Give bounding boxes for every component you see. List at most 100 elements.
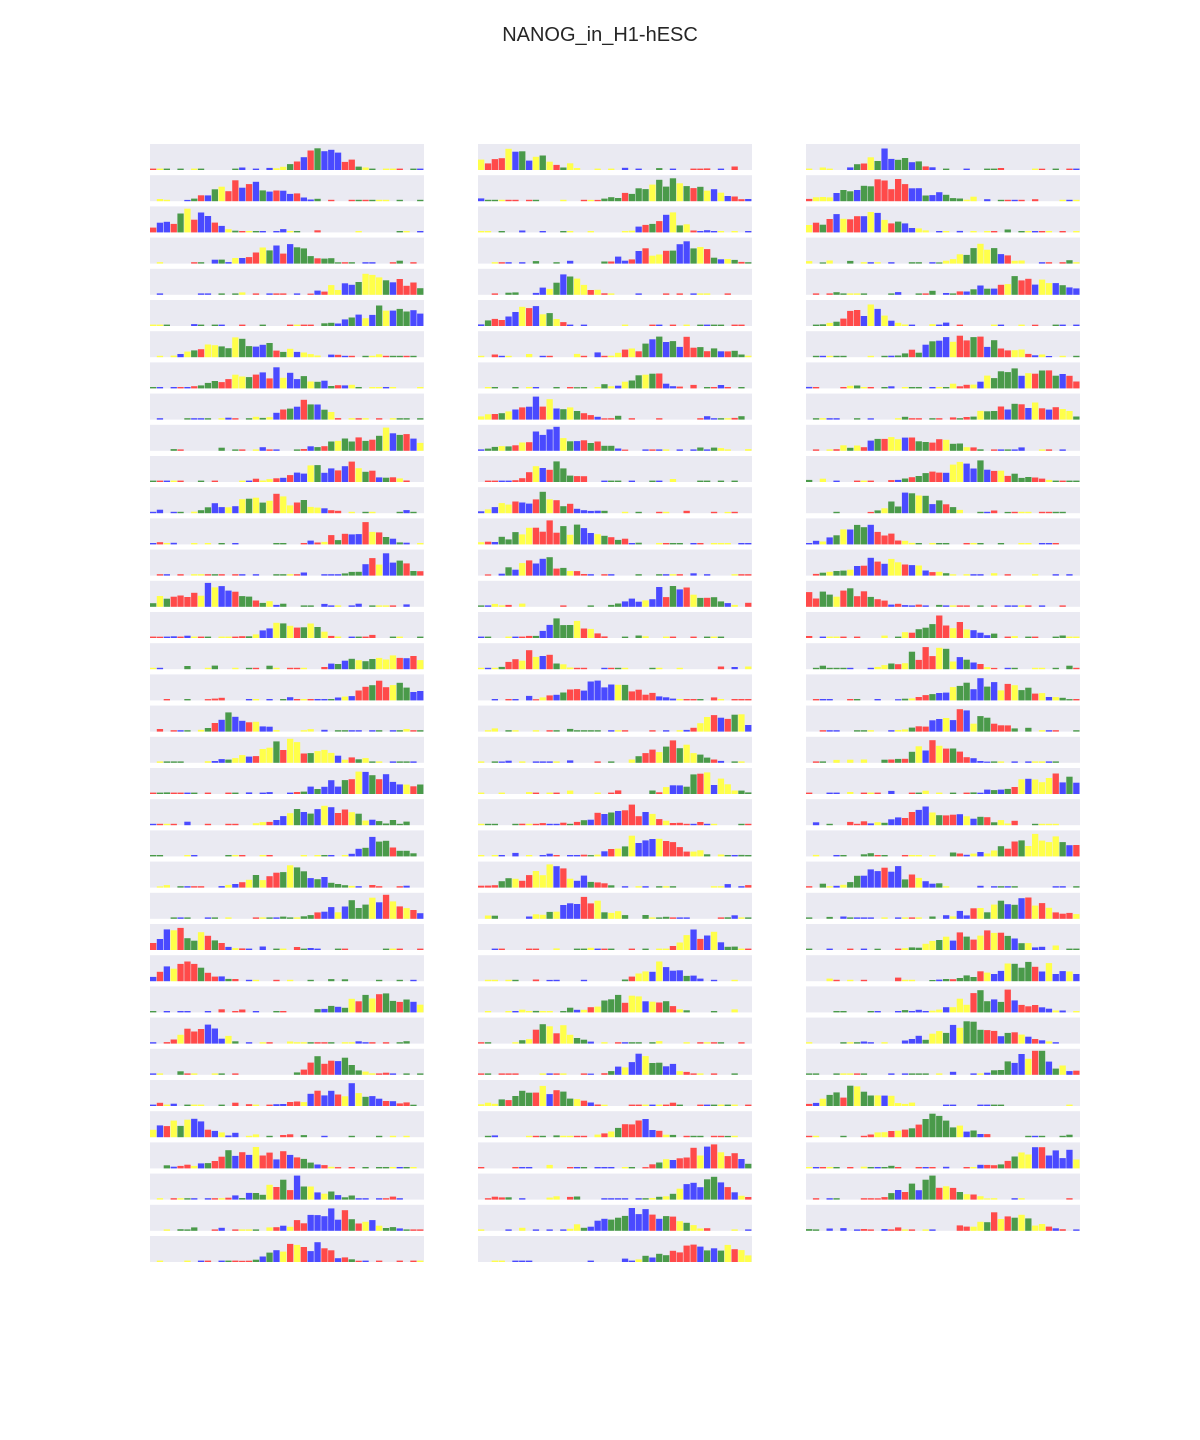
bar-A bbox=[683, 975, 690, 982]
bar-T bbox=[833, 596, 840, 607]
bar-C bbox=[341, 283, 349, 295]
bar-A bbox=[259, 417, 266, 420]
bar-A bbox=[628, 193, 635, 202]
bar-C bbox=[252, 181, 260, 202]
bar-A bbox=[1066, 260, 1073, 264]
bar-G bbox=[396, 906, 403, 919]
bar-T bbox=[328, 1166, 335, 1169]
bar-T bbox=[362, 418, 369, 420]
bar-C bbox=[293, 351, 301, 358]
bar-C bbox=[656, 480, 663, 482]
bar-G bbox=[963, 1226, 970, 1231]
bar-C bbox=[259, 1256, 266, 1262]
bar-C bbox=[901, 437, 909, 451]
bar-A bbox=[601, 535, 608, 545]
bar-C bbox=[232, 1155, 239, 1169]
bar-C bbox=[526, 406, 533, 420]
bar-G bbox=[860, 447, 868, 451]
bar-C bbox=[355, 603, 362, 607]
bar-A bbox=[991, 790, 998, 794]
bar-A bbox=[512, 387, 519, 389]
bar-A bbox=[812, 324, 820, 326]
bar-A bbox=[943, 1032, 950, 1044]
bar-C bbox=[1011, 1000, 1018, 1013]
bar-T bbox=[860, 1166, 868, 1169]
bar-G bbox=[833, 449, 840, 451]
bar-A bbox=[417, 636, 424, 638]
bar-G bbox=[888, 533, 895, 545]
bar-A bbox=[717, 324, 725, 326]
bar-A bbox=[191, 198, 198, 202]
bar-C bbox=[163, 636, 170, 638]
bar-A bbox=[341, 1057, 349, 1075]
bar-C bbox=[403, 604, 410, 607]
bar-C bbox=[239, 167, 246, 170]
bar-A bbox=[382, 823, 390, 826]
bar-T bbox=[478, 231, 485, 233]
bar-C bbox=[615, 811, 622, 826]
bar-C bbox=[560, 905, 567, 919]
bar-G bbox=[369, 885, 376, 888]
bar-T bbox=[867, 355, 874, 358]
bar-A bbox=[724, 946, 731, 950]
bar-G bbox=[915, 659, 922, 670]
bar-G bbox=[1018, 280, 1025, 295]
bar-G bbox=[1032, 636, 1039, 638]
bar-C bbox=[355, 534, 362, 545]
bar-A bbox=[389, 636, 397, 638]
bar-G bbox=[396, 886, 403, 888]
bar-C bbox=[348, 605, 355, 607]
bar-G bbox=[860, 792, 868, 794]
bar-C bbox=[328, 1208, 335, 1231]
bar-G bbox=[498, 1073, 505, 1075]
bar-G bbox=[1052, 773, 1059, 794]
bar-G bbox=[669, 1216, 677, 1231]
bar-T bbox=[1025, 231, 1032, 233]
bar-A bbox=[376, 821, 383, 826]
bar-T bbox=[573, 1099, 581, 1106]
bar-T bbox=[307, 1186, 314, 1200]
bar-T bbox=[1038, 840, 1046, 857]
bar-C bbox=[608, 1167, 615, 1169]
bar-A bbox=[484, 1042, 492, 1044]
bar-A bbox=[608, 1219, 615, 1231]
bar-G bbox=[526, 560, 533, 576]
bar-A bbox=[573, 1038, 581, 1044]
bar-A bbox=[642, 1198, 649, 1200]
bar-G bbox=[860, 821, 868, 826]
bar-A bbox=[560, 1011, 567, 1013]
bar-C bbox=[293, 1175, 301, 1200]
bar-G bbox=[1038, 168, 1046, 170]
bar-C bbox=[191, 1198, 198, 1200]
bar-G bbox=[587, 415, 594, 420]
bar-T bbox=[362, 1221, 369, 1231]
bar-T bbox=[895, 1103, 902, 1106]
bar-T bbox=[697, 247, 704, 264]
bar-T bbox=[615, 848, 622, 857]
bar-G bbox=[348, 1167, 355, 1169]
bar-C bbox=[1045, 697, 1053, 701]
bar-A bbox=[491, 915, 498, 919]
bar-A bbox=[1066, 948, 1073, 950]
bar-T bbox=[498, 605, 505, 607]
bar-C bbox=[259, 946, 266, 950]
bar-T bbox=[396, 636, 403, 638]
bar-A bbox=[1066, 1134, 1073, 1138]
bar-A bbox=[491, 199, 498, 202]
bar-C bbox=[307, 199, 314, 202]
bar-C bbox=[197, 212, 205, 233]
bar-C bbox=[382, 387, 390, 389]
bar-G bbox=[389, 605, 397, 607]
bar-A bbox=[403, 999, 410, 1013]
bar-A bbox=[191, 350, 198, 358]
bar-G bbox=[601, 574, 608, 576]
bar-C bbox=[177, 730, 184, 732]
bar-A bbox=[1066, 665, 1073, 670]
bar-G bbox=[936, 1187, 943, 1200]
bar-G bbox=[369, 634, 376, 638]
bar-T bbox=[484, 915, 492, 919]
bar-T bbox=[860, 262, 868, 264]
bar-G bbox=[369, 1042, 376, 1044]
bar-A bbox=[656, 574, 663, 576]
bar-G bbox=[594, 441, 601, 451]
